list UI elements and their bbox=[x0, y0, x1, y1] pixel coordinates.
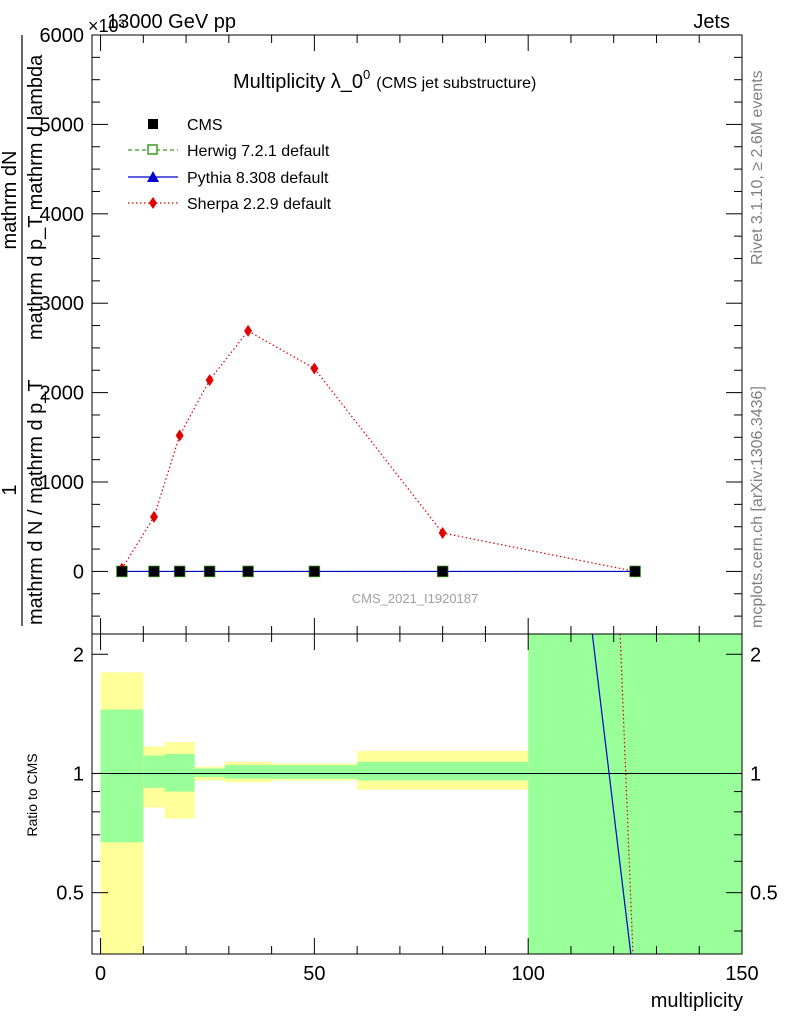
ratio-x-tick-label: 50 bbox=[303, 963, 325, 985]
energy-label: 13000 GeV pp bbox=[107, 11, 236, 33]
ratio-stat-uncertainty-band bbox=[143, 755, 165, 788]
chart-title-main: Multiplicity λ_0 bbox=[233, 71, 363, 93]
main-plot-series bbox=[116, 324, 641, 578]
main-y-tick-label: 5000 bbox=[40, 114, 85, 136]
data-point bbox=[175, 429, 184, 442]
ratio-plot-ticks: 0.5 0.5 1 1 2 2 0 50 100 150 bbox=[56, 634, 778, 985]
ratio-y-tick-label: 0.5 bbox=[56, 883, 84, 905]
legend-pythia-marker bbox=[147, 171, 159, 182]
data-point bbox=[243, 566, 254, 577]
y-label-den: mathrm d p_T mathrm d lambda bbox=[25, 54, 47, 340]
legend-cms-marker bbox=[148, 119, 158, 129]
series-cms bbox=[116, 566, 641, 577]
ratio-stat-uncertainty-band bbox=[164, 753, 195, 792]
ratio-stat-uncertainty-band bbox=[357, 761, 529, 781]
legend: CMS Herwig 7.2.1 default Pythia 8.308 de… bbox=[128, 117, 332, 213]
ratio-line-pythia bbox=[591, 633, 632, 955]
ratio-bands bbox=[92, 634, 742, 954]
ratio-line-sherpa bbox=[619, 633, 634, 955]
ratio-stat-uncertainty-band bbox=[194, 768, 225, 777]
main-y-tick-label: 6000 bbox=[40, 25, 85, 47]
chart-title-sup: 0 bbox=[363, 67, 370, 82]
ratio-y-tick-label-right: 0.5 bbox=[750, 883, 778, 905]
x-axis-label: multiplicity bbox=[651, 990, 743, 1012]
legend-sherpa-marker bbox=[149, 197, 157, 209]
ratio-y-tick-label: 2 bbox=[73, 644, 84, 666]
series-line bbox=[121, 330, 636, 573]
main-plot-ticks: 0 1000 2000 3000 4000 5000 6000 bbox=[40, 25, 743, 634]
legend-item-sherpa: Sherpa 2.2.9 default bbox=[128, 196, 332, 213]
rivet-version-label: Rivet 3.1.10, ≥ 2.6M events bbox=[749, 70, 766, 265]
legend-sherpa-label: Sherpa 2.2.9 default bbox=[187, 196, 332, 213]
data-point bbox=[310, 362, 319, 375]
ratio-stat-uncertainty-band bbox=[528, 634, 742, 954]
main-y-tick-label: 4000 bbox=[40, 204, 85, 226]
data-point bbox=[149, 566, 160, 577]
ratio-y-axis-label: Ratio to CMS bbox=[24, 753, 40, 836]
series-sherpa bbox=[117, 324, 640, 578]
data-point bbox=[437, 566, 448, 577]
main-y-tick-label: 0 bbox=[73, 561, 84, 583]
ratio-y-tick-label-right: 1 bbox=[750, 763, 761, 785]
y-label-prefix-den-text: mathrm d N / mathrm d p_T bbox=[25, 379, 47, 625]
legend-pythia-label: Pythia 8.308 default bbox=[187, 170, 329, 187]
data-point bbox=[244, 324, 253, 337]
main-y-axis-label: 1 mathrm d N / mathrm d p_T mathrm dN ma… bbox=[0, 35, 47, 626]
data-point bbox=[438, 526, 447, 539]
ratio-plot-frame bbox=[91, 633, 743, 955]
series-pythia bbox=[116, 566, 641, 576]
data-point bbox=[204, 566, 215, 577]
main-y-tick-label: 1000 bbox=[40, 472, 85, 494]
data-point bbox=[116, 566, 127, 577]
ratio-x-tick-label: 100 bbox=[511, 963, 544, 985]
chart-title: Multiplicity λ_00 (CMS jet substructure) bbox=[233, 67, 536, 93]
legend-cms-label: CMS bbox=[187, 117, 223, 134]
y-label-prefix-num: 1 bbox=[0, 484, 21, 495]
main-y-tick-label: 3000 bbox=[40, 293, 85, 315]
ratio-x-tick-label: 150 bbox=[725, 963, 758, 985]
ratio-y-tick-label-right: 2 bbox=[750, 644, 761, 666]
chart-title-sub: (CMS jet substructure) bbox=[376, 75, 536, 92]
ratio-x-tick-label: 0 bbox=[95, 963, 106, 985]
ratio-lines bbox=[591, 633, 634, 955]
legend-item-pythia: Pythia 8.308 default bbox=[128, 170, 329, 187]
ratio-stat-uncertainty-band bbox=[224, 765, 272, 779]
data-point bbox=[630, 566, 641, 577]
data-point bbox=[205, 374, 214, 387]
legend-herwig-marker bbox=[147, 144, 158, 155]
ratio-y-tick-label: 1 bbox=[73, 763, 84, 785]
analysis-watermark: CMS_2021_I1920187 bbox=[352, 591, 479, 606]
data-point bbox=[150, 510, 159, 523]
legend-herwig-label: Herwig 7.2.1 default bbox=[187, 143, 330, 160]
y-label-num: mathrm dN bbox=[0, 151, 21, 250]
category-label: Jets bbox=[693, 11, 730, 33]
data-point bbox=[309, 566, 320, 577]
y-label-prefix-den: mathrm d N / mathrm d p_T bbox=[25, 379, 47, 625]
mcplots-label: mcplots.cern.ch [arXiv:1306.3436] bbox=[749, 386, 766, 628]
main-y-tick-label: 2000 bbox=[40, 383, 85, 405]
y-exponent-label: ×10³ bbox=[88, 16, 125, 36]
legend-item-herwig: Herwig 7.2.1 default bbox=[128, 143, 330, 160]
legend-item-cms: CMS bbox=[148, 117, 223, 134]
ratio-stat-uncertainty-band bbox=[100, 709, 144, 843]
ratio-stat-uncertainty-band bbox=[271, 765, 358, 779]
data-point bbox=[174, 566, 185, 577]
